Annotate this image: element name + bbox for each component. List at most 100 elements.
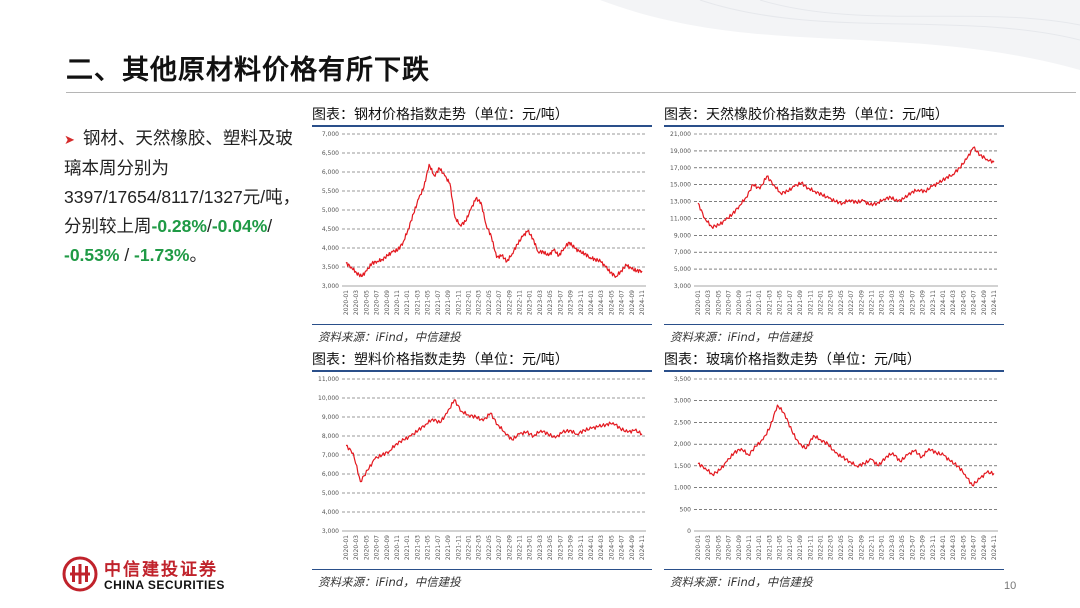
source-rule <box>664 324 1004 325</box>
x-tick-label: 2022-11 <box>517 535 524 560</box>
x-tick-label: 2023-11 <box>930 535 937 560</box>
x-tick-label: 2020-07 <box>726 535 733 560</box>
x-tick-label: 2023-01 <box>527 535 534 560</box>
y-tick-label: 3,000 <box>674 398 691 405</box>
x-tick-label: 2024-01 <box>940 535 947 560</box>
x-tick-label: 2021-11 <box>807 535 814 560</box>
x-tick-label: 2023-09 <box>920 535 927 560</box>
x-tick-label: 2021-05 <box>425 290 432 315</box>
chart-panel-glass: 图表：玻璃价格指数走势（单位：元/吨） 0 500 1,000 1,500 2,000 2… <box>664 349 1004 593</box>
x-tick-label: 2021-07 <box>787 290 794 315</box>
x-tick-label: 2024-03 <box>950 290 957 315</box>
y-tick-label: 500 <box>680 506 692 513</box>
x-tick-label: 2020-07 <box>726 290 733 315</box>
x-tick-label: 2020-11 <box>746 290 753 315</box>
x-tick-label: 2022-05 <box>838 290 845 315</box>
x-tick-label: 2024-03 <box>598 535 605 560</box>
chart-title: 图表：玻璃价格指数走势（单位：元/吨） <box>664 352 921 368</box>
source-rule <box>312 569 652 570</box>
y-tick-label: 13,000 <box>670 199 691 206</box>
y-tick-label: 4,500 <box>322 226 339 233</box>
y-tick-label: 6,000 <box>322 169 339 176</box>
x-tick-label: 2021-05 <box>425 535 432 560</box>
x-tick-label: 2022-09 <box>858 535 865 560</box>
y-tick-label: 5,000 <box>674 266 691 273</box>
series-line <box>345 399 643 483</box>
x-tick-label: 2021-09 <box>797 290 804 315</box>
x-tick-label: 2020-09 <box>736 290 743 315</box>
glass-change: -1.73% <box>134 245 190 265</box>
y-tick-label: 15,000 <box>670 182 691 189</box>
glass-price-chart: 0 500 1,000 1,500 2,000 2,500 3,000 3,500 2020-0… <box>674 376 998 560</box>
separator: / <box>119 245 135 265</box>
chart-panel-rubber: 图表：天然橡胶价格指数走势（单位：元/吨） 3,000 5,000 7,000 9,0… <box>664 104 1004 348</box>
summary-bullet: ➤ 钢材、天然橡胶、塑料及玻璃本周分别为3397/17654/8117/1327元… <box>64 124 302 270</box>
x-tick-label: 2024-09 <box>629 535 636 560</box>
x-tick-label: 2021-05 <box>777 535 784 560</box>
x-tick-label: 2020-05 <box>363 535 370 560</box>
x-tick-label: 2021-11 <box>455 535 462 560</box>
x-tick-label: 2021-07 <box>787 535 794 560</box>
chart-title: 图表：塑料价格指数走势（单位：元/吨） <box>312 352 569 368</box>
x-tick-label: 2024-09 <box>981 290 988 315</box>
x-tick-label: 2022-07 <box>496 290 503 315</box>
y-tick-label: 3,500 <box>322 264 339 271</box>
y-tick-label: 11,000 <box>318 376 339 383</box>
x-tick-label: 2021-07 <box>435 290 442 315</box>
summary-suffix: 。 <box>189 245 208 265</box>
chart-title-rule <box>312 370 652 372</box>
x-tick-label: 2022-11 <box>517 290 524 315</box>
y-tick-label: 6,500 <box>322 150 339 157</box>
y-tick-label: 10,000 <box>318 395 339 402</box>
x-tick-label: 2024-11 <box>639 535 646 560</box>
chart-source: 资料来源：iFind，中信建投 <box>670 330 813 344</box>
x-tick-label: 2020-11 <box>746 535 753 560</box>
plastic-price-chart: 3,000 4,000 5,000 6,000 7,000 8,000 9,000 10,00… <box>318 376 646 560</box>
x-tick-label: 2024-07 <box>619 290 626 315</box>
logo-text-en: CHINA SECURITIES <box>104 578 225 592</box>
rubber-change: -0.04% <box>211 216 268 236</box>
y-tick-label: 3,000 <box>322 283 339 290</box>
x-tick-label: 2022-05 <box>486 290 493 315</box>
x-tick-label: 2022-01 <box>465 535 472 560</box>
x-tick-label: 2024-05 <box>608 290 615 315</box>
y-tick-label: 21,000 <box>670 131 691 138</box>
x-tick-label: 2024-03 <box>950 535 957 560</box>
x-tick-label: 2021-03 <box>766 535 773 560</box>
chart-title-rule <box>664 125 1004 127</box>
x-tick-label: 2022-01 <box>465 290 472 315</box>
x-tick-label: 2022-03 <box>476 290 483 315</box>
x-tick-label: 2022-03 <box>476 535 483 560</box>
x-tick-label: 2021-01 <box>756 290 763 315</box>
x-tick-label: 2023-01 <box>879 290 886 315</box>
logo-text-cn: 中信建投证券 <box>104 560 218 580</box>
x-tick-label: 2021-11 <box>807 290 814 315</box>
x-tick-label: 2020-01 <box>343 535 350 560</box>
y-tick-label: 7,000 <box>322 131 339 138</box>
x-tick-label: 2024-01 <box>588 290 595 315</box>
x-tick-label: 2024-03 <box>598 290 605 315</box>
x-tick-label: 2021-01 <box>404 290 411 315</box>
x-tick-label: 2022-01 <box>817 535 824 560</box>
separator: / <box>267 216 273 236</box>
x-tick-label: 2021-03 <box>414 290 421 315</box>
x-tick-label: 2021-09 <box>445 290 452 315</box>
x-tick-label: 2024-09 <box>981 535 988 560</box>
y-tick-label: 7,000 <box>322 452 339 459</box>
x-tick-label: 2020-07 <box>374 535 381 560</box>
x-tick-label: 2020-09 <box>384 290 391 315</box>
x-tick-label: 2023-07 <box>909 535 916 560</box>
x-tick-label: 2023-07 <box>557 535 564 560</box>
chart-panel-steel: 图表：钢材价格指数走势（单位：元/吨） 3,000 3,500 4,000 4,500… <box>312 104 652 348</box>
x-tick-label: 2020-11 <box>394 535 401 560</box>
series-line <box>697 146 995 230</box>
chart-title: 图表：天然橡胶价格指数走势（单位：元/吨） <box>664 107 949 123</box>
x-tick-label: 2023-11 <box>578 535 585 560</box>
x-tick-label: 2024-05 <box>960 535 967 560</box>
china-securities-logo-icon <box>62 556 98 592</box>
y-tick-label: 4,000 <box>322 509 339 516</box>
x-tick-label: 2023-01 <box>527 290 534 315</box>
y-tick-label: 6,000 <box>322 471 339 478</box>
page-title: 二、其他原材料价格有所下跌 <box>66 55 430 86</box>
y-tick-label: 4,000 <box>322 245 339 252</box>
